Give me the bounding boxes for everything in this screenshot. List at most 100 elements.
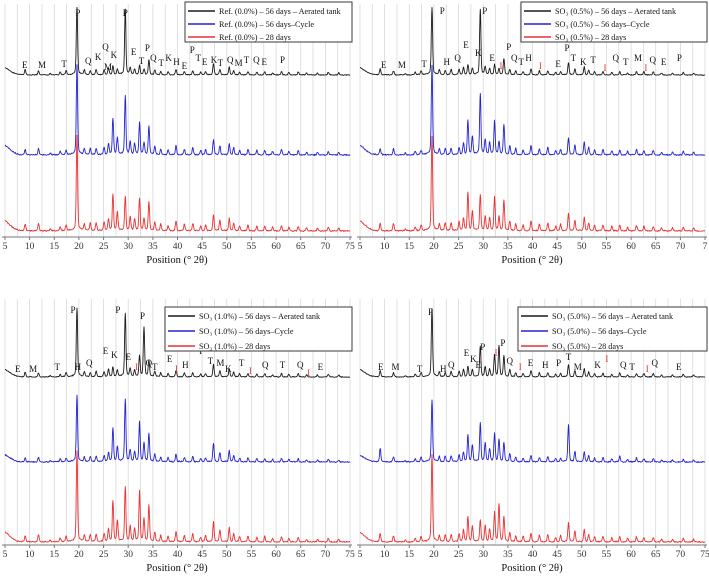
peak-label-P: P: [480, 342, 485, 352]
peak-label-E: E: [661, 57, 667, 67]
x-tick-label: 5: [3, 242, 8, 252]
peak-label-Q: Q: [227, 55, 234, 65]
peak-label-K: K: [111, 50, 118, 60]
x-tick-label: 40: [528, 550, 538, 560]
xrd-panel-bottom-right: E M T P H Q E K E P I P Q I E H P T M K I Q T I Q E 5 10 15 20 25 30 35 4…: [355, 293, 709, 585]
x-tick-label: 25: [454, 550, 464, 560]
peak-label-Q: Q: [454, 53, 461, 63]
trace-red-2: [4, 134, 351, 232]
peak-label-E: E: [555, 59, 561, 69]
peak-label-Q: Q: [262, 360, 269, 370]
x-tick-label: 60: [626, 242, 636, 252]
peak-label-Q: Q: [297, 360, 304, 370]
peak-label-K: K: [111, 350, 118, 360]
peak-label-Q: Q: [146, 358, 153, 368]
peak-label-I: I: [604, 63, 607, 73]
peak-label-E: E: [476, 360, 482, 370]
peak-label-T: T: [417, 364, 423, 374]
x-tick-label: 15: [50, 550, 60, 560]
peak-label-P: P: [500, 338, 505, 348]
x-tick-label: 60: [626, 550, 636, 560]
peak-label-E: E: [125, 352, 131, 362]
legend-box: [164, 306, 353, 352]
trace-black-0: [4, 307, 351, 378]
peak-label-H: H: [182, 360, 189, 370]
peak-label-P: P: [140, 311, 145, 321]
peak-label-E: E: [381, 60, 387, 70]
peak-label-E: E: [202, 57, 208, 67]
legend: Ref. (0.0%) – 56 days – Aerated tank Ref.…: [184, 1, 353, 43]
peak-label-E: E: [489, 53, 495, 63]
peak-label-E: E: [22, 60, 28, 70]
peak-label-M: M: [29, 364, 37, 374]
legend-box: [517, 306, 708, 352]
xrd-panel-top-left: E M T P Q K Q M K P E T P Q T K H E P T E K T Q M T Q E P 5 10 15 20 25 30…: [0, 0, 355, 293]
peak-label-P: P: [280, 55, 285, 65]
x-axis-title: Position (° 2θ): [146, 563, 208, 574]
legend-entry-label: Ref. (0.0%) – 56 days–Cycle: [219, 20, 314, 29]
trace-blue-1: [359, 64, 706, 156]
peak-label-M: M: [235, 58, 243, 68]
peak-label-T: T: [421, 59, 427, 69]
x-tick-label: 7: [703, 242, 708, 252]
x-tick-label: 30: [123, 550, 133, 560]
peak-label-P: P: [482, 6, 487, 16]
x-tick-label: 40: [173, 550, 183, 560]
legend-entry-label: SO₃ (5.0%) – 56 days–Cycle: [552, 327, 647, 336]
peak-label-I: I: [249, 366, 252, 376]
peak-label-Q: Q: [613, 53, 620, 63]
peak-label-E: E: [103, 346, 109, 356]
peak-labels: EMTPHQEKPEIPQTEIHPTMKTIQTQIE: [15, 305, 324, 378]
peak-label-P: P: [145, 43, 150, 53]
peak-label-M: M: [104, 62, 112, 72]
peak-label-P: P: [428, 307, 433, 317]
peak-label-I: I: [135, 362, 138, 372]
legend-entry-label: Ref. (0.0%) – 28 days: [219, 33, 291, 42]
peak-label-T: T: [244, 55, 250, 65]
peak-label-Q: Q: [507, 356, 514, 366]
x-tick-label: 45: [552, 242, 562, 252]
legend: SO₃ (1.0%) – 56 days – Aerated tank SO₃ (…: [164, 306, 353, 352]
peak-label-K: K: [594, 360, 601, 370]
peak-label-E: E: [15, 364, 21, 374]
x-axis-title: Position (° 2θ): [146, 255, 208, 266]
peak-label-K: K: [211, 55, 218, 65]
x-tick-label: 55: [247, 242, 257, 252]
peak-label-E: E: [378, 362, 384, 372]
x-tick-label: 10: [25, 550, 35, 560]
peak-label-M: M: [216, 358, 224, 368]
peak-label-P: P: [556, 358, 561, 368]
x-axis-title: Position (° 2θ): [501, 255, 563, 266]
peak-label-K: K: [165, 53, 172, 63]
x-tick-label: 60: [271, 550, 281, 560]
gridlines: [4, 4, 351, 237]
peak-label-E: E: [167, 354, 173, 364]
peak-label-I: I: [519, 362, 522, 372]
peak-label-T: T: [208, 356, 214, 366]
peak-label-E: E: [182, 61, 188, 71]
x-tick-label: 55: [602, 550, 612, 560]
x-tick-label: 25: [454, 242, 464, 252]
peak-label-M: M: [574, 362, 582, 372]
peak-label-M: M: [634, 53, 642, 63]
x-tick-label: 55: [247, 550, 257, 560]
x-tick-label: 50: [577, 242, 587, 252]
trace-black-0: [4, 6, 351, 76]
peak-label-T: T: [61, 59, 67, 69]
x-tick-label: 15: [405, 550, 415, 560]
peak-label-T: T: [54, 362, 60, 372]
peak-label-I: I: [500, 61, 503, 71]
peak-label-K: K: [475, 48, 482, 58]
x-tick-label: 65: [296, 550, 306, 560]
x-tick-label: 45: [197, 550, 207, 560]
x-tick-label: 20: [429, 550, 439, 560]
peak-label-K: K: [95, 52, 102, 62]
x-axis: 5 10 15 20 25 30 35 40 45 50 55 60 65 70 7: [357, 236, 708, 252]
x-tick-label: 55: [602, 242, 612, 252]
peak-label-P: P: [564, 43, 569, 53]
peak-label-P: P: [123, 8, 128, 18]
